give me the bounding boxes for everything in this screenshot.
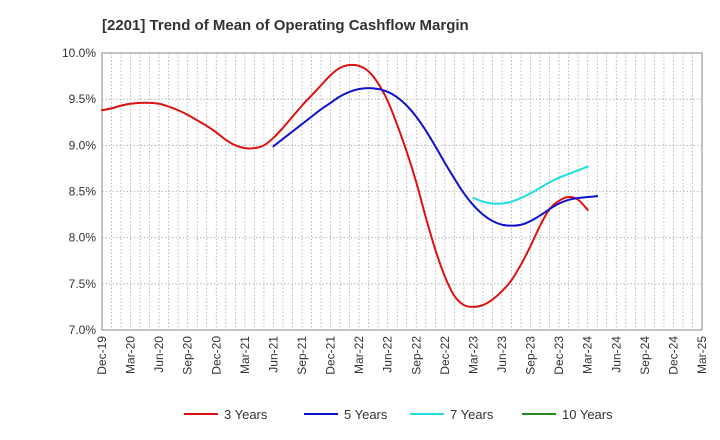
x-tick-label: Jun-24 [609, 336, 623, 373]
x-tick-label: Jun-20 [152, 336, 166, 373]
x-tick-label: Mar-21 [238, 336, 252, 374]
y-tick-label: 10.0% [62, 46, 96, 60]
y-tick-label: 9.5% [69, 92, 97, 106]
y-tick-label: 9.0% [69, 138, 97, 152]
y-tick-label: 8.0% [69, 231, 97, 245]
x-tick-label: Jun-23 [495, 336, 509, 373]
y-tick-label: 7.5% [69, 277, 97, 291]
legend: 3 Years 5 Years 7 Years 10 Years [184, 407, 613, 422]
x-tick-label: Dec-20 [209, 336, 223, 375]
y-tick-label: 8.5% [69, 185, 97, 199]
x-tick-label: Sep-21 [295, 336, 309, 375]
legend-label-5-years: 5 Years [344, 407, 388, 422]
x-tick-label: Sep-23 [524, 336, 538, 375]
x-tick-label: Mar-23 [466, 336, 480, 374]
legend-label-3-years: 3 Years [224, 407, 268, 422]
x-tick-label: Sep-20 [181, 336, 195, 375]
series-layer [101, 63, 599, 308]
x-tick-label: Dec-19 [95, 336, 109, 375]
series-line-7-years [472, 165, 589, 205]
x-tick-label: Mar-25 [695, 336, 709, 374]
plot-frame [101, 52, 703, 331]
x-axis: Dec-19 Mar-20 Jun-20 Sep-20 Dec-20 Mar-21 Jun-… [95, 336, 709, 375]
x-tick-label: Jun-22 [381, 336, 395, 373]
y-axis: 7.0% 7.5% 8.0% 8.5% 9.0% 9.5% 10.0% [62, 46, 96, 337]
legend-label-10-years: 10 Years [562, 407, 613, 422]
legend-label-7-years: 7 Years [450, 407, 494, 422]
series-line-3-years [101, 63, 589, 308]
x-tick-label: Sep-22 [409, 336, 423, 375]
x-tick-label: Dec-23 [552, 336, 566, 375]
x-tick-label: Jun-21 [266, 336, 280, 373]
x-tick-label: Dec-24 [666, 336, 680, 375]
x-tick-label: Mar-24 [581, 336, 595, 374]
x-tick-label: Dec-21 [324, 336, 338, 375]
x-tick-label: Sep-24 [638, 336, 652, 375]
y-tick-label: 7.0% [69, 323, 97, 337]
x-tick-label: Mar-20 [124, 336, 138, 374]
series-line-5-years [272, 87, 599, 227]
chart-title: [2201] Trend of Mean of Operating Cashfl… [102, 17, 469, 34]
x-tick-label: Dec-22 [438, 336, 452, 375]
plot-area [101, 52, 703, 331]
x-tick-label: Mar-22 [352, 336, 366, 374]
